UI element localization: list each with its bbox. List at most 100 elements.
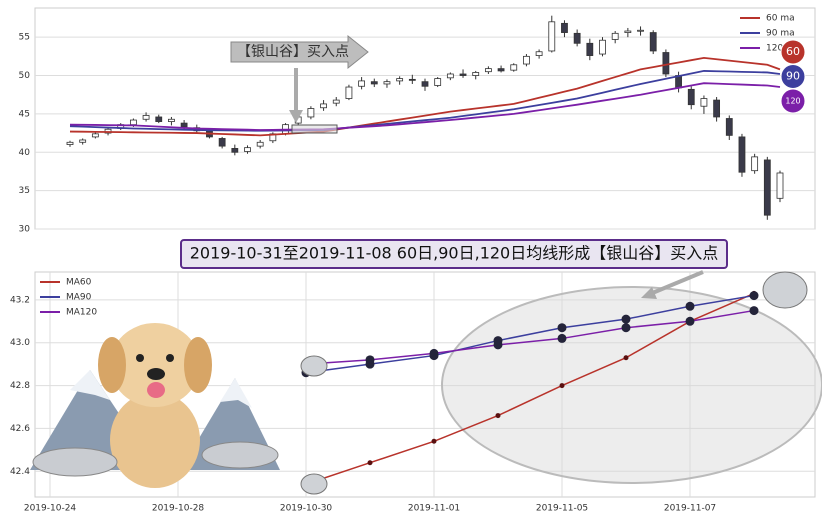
dog-body (110, 392, 200, 488)
badge (780, 88, 806, 114)
point (559, 383, 565, 389)
candle-body (751, 156, 759, 172)
title-box (180, 239, 728, 269)
x-tick-label: 2019-10-24 (24, 504, 77, 514)
dog-ear (98, 337, 126, 393)
candle-body (573, 32, 581, 44)
dog-eye (166, 354, 174, 362)
candle-body (535, 51, 543, 56)
point (367, 460, 373, 466)
y-tick-label: 42.8 (10, 381, 30, 391)
candle-body (332, 99, 340, 104)
candle-body (523, 55, 530, 65)
candle-body (434, 78, 442, 86)
candle-body (218, 138, 226, 147)
ma-line (69, 82, 781, 131)
legend-label: 60 ma (766, 14, 795, 24)
candle-body (586, 42, 594, 56)
candle-body (484, 68, 492, 73)
ma-line (305, 292, 755, 485)
candle-body (497, 68, 505, 72)
candle-body (459, 73, 467, 76)
candle-body (79, 139, 87, 143)
legend-label: 90 ma (766, 29, 795, 39)
candle-body (776, 172, 784, 199)
legend-label: MA90 (66, 293, 92, 303)
candle-body (649, 32, 657, 52)
candle-body (370, 81, 378, 85)
candle-body (687, 88, 695, 106)
point (685, 301, 695, 311)
x-tick-label: 2019-10-28 (152, 504, 205, 514)
candle-body (472, 72, 480, 76)
y-tick-label: 50 (19, 71, 31, 81)
dog-head (110, 323, 200, 407)
candle-body (155, 116, 163, 122)
candle-body (446, 73, 454, 79)
candle-body (244, 147, 251, 152)
candle-body (129, 119, 137, 126)
candle-body (396, 78, 404, 82)
candle-body (142, 115, 150, 120)
point (749, 291, 759, 301)
point (685, 316, 695, 326)
candle-body (599, 39, 606, 55)
candle-body (548, 21, 556, 52)
badge-label: 90 (786, 70, 800, 83)
chart-title: 2019-10-31至2019-11-08 60日,90日,120日均线形成【银… (190, 244, 719, 263)
highlight-box (291, 124, 338, 134)
x-tick-label: 2019-11-05 (536, 504, 588, 514)
ma-line (305, 294, 755, 374)
point (621, 314, 631, 324)
candle-body (637, 29, 644, 32)
dog-ear (184, 337, 212, 393)
legend-label: MA120 (66, 308, 97, 318)
candle-body (725, 118, 733, 136)
ingot (32, 447, 118, 477)
point (623, 355, 629, 361)
y-tick-label: 43.0 (10, 338, 30, 348)
y-tick-label: 42.4 (10, 467, 30, 477)
snow (220, 378, 252, 408)
top-plot-frame (34, 7, 816, 230)
candle-body (624, 30, 632, 33)
candle-body (510, 64, 518, 71)
badge-label: 120 (785, 97, 800, 106)
snow (70, 370, 110, 400)
candle-body (180, 122, 188, 128)
point (495, 413, 501, 419)
candle-body (345, 86, 353, 99)
y-tick-label: 43.2 (10, 295, 30, 305)
y-tick-label: 45 (19, 109, 30, 119)
y-tick-label: 42.6 (10, 424, 30, 434)
point (557, 333, 567, 343)
y-tick-label: 55 (19, 33, 30, 43)
point (493, 340, 503, 350)
candle-body (662, 52, 670, 75)
candle-body (256, 141, 264, 147)
pointer (649, 270, 704, 296)
point (431, 438, 437, 444)
candle-body (763, 159, 771, 216)
legend-label: MA60 (66, 278, 92, 288)
pointer-head (289, 110, 303, 123)
point (429, 348, 439, 358)
candle-body (91, 133, 99, 138)
candle-body (713, 99, 721, 118)
candle-body (738, 136, 746, 173)
candle-body (408, 78, 416, 81)
candle-body (307, 108, 315, 118)
ingot (300, 355, 328, 377)
annotation-text: 【银山谷】买入点 (237, 44, 349, 60)
point (621, 323, 631, 333)
candle-body (383, 81, 391, 85)
y-tick-label: 40 (19, 148, 31, 158)
point (557, 323, 567, 333)
ma-line (69, 70, 781, 132)
point (365, 355, 375, 365)
pointer-head (641, 287, 657, 299)
ingot (762, 271, 808, 309)
x-tick-label: 2019-11-07 (664, 504, 716, 514)
